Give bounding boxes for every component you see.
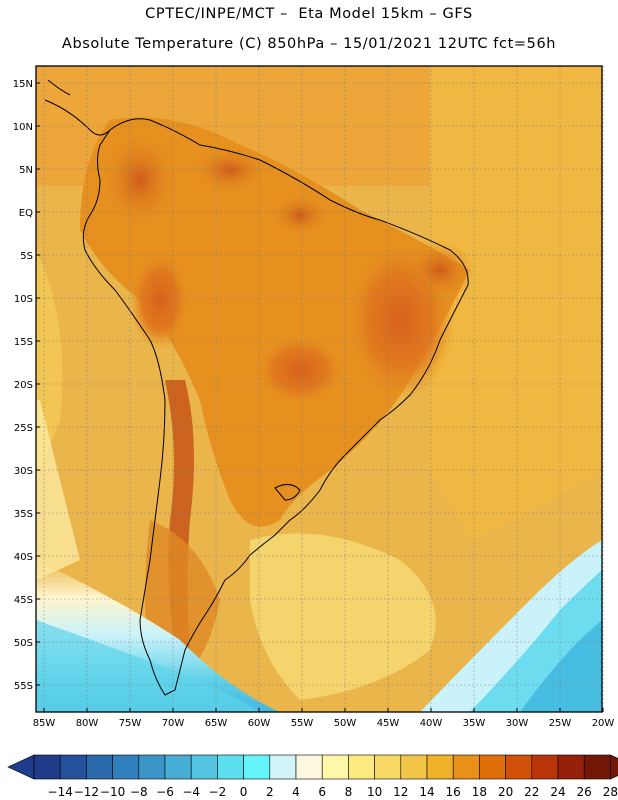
colorbar-swatch — [400, 754, 428, 780]
longitude-label: 85W — [33, 718, 56, 729]
map-title-line-1: CPTEC/INPE/MCT – Eta Model 15km – GFS — [145, 6, 473, 22]
colorbar-swatch — [531, 754, 559, 780]
latitude-label: 50S — [14, 638, 33, 649]
colorbar-label: 0 — [240, 785, 248, 799]
colorbar-label: 10 — [367, 785, 382, 799]
coastline — [44, 79, 469, 696]
colorbar-label: 22 — [524, 785, 539, 799]
latitude-label: EQ — [19, 208, 33, 219]
colorbar-label: −2 — [209, 785, 227, 799]
longitude-label: 40W — [420, 718, 443, 729]
colorbar-label: 14 — [419, 785, 434, 799]
longitude-label: 55W — [291, 718, 314, 729]
colorbar-swatch — [190, 754, 218, 780]
latitude-label: 10S — [14, 294, 33, 305]
longitude-label: 25W — [549, 718, 572, 729]
colorbar-label: 4 — [292, 785, 300, 799]
latitude-label: 10N — [13, 122, 33, 133]
colorbar-label: −8 — [130, 785, 148, 799]
colorbar-label: 6 — [318, 785, 326, 799]
colorbar-arrow-high — [610, 754, 618, 780]
colorbar-swatch — [321, 754, 349, 780]
colorbar-label: 24 — [550, 785, 565, 799]
colorbar-label: 2 — [266, 785, 274, 799]
colorbar-swatch — [348, 754, 375, 780]
longitude-label: 75W — [119, 718, 142, 729]
latitude-label: 35S — [14, 509, 33, 520]
colorbar-label: 28 — [603, 785, 618, 799]
colorbar-swatch — [164, 754, 192, 780]
colorbar-swatch — [583, 754, 611, 780]
colorbar-label: 26 — [577, 785, 592, 799]
colorbar-swatch — [243, 754, 271, 780]
colorbar-swatch — [59, 754, 87, 780]
latitude-labels: 15N 10N 5N EQ 5S 10S 15S 20S 25S 30S 35S 40S 45S 50S 5… — [13, 79, 40, 692]
map-frame — [35, 65, 603, 713]
latitude-label: 25S — [14, 423, 33, 434]
colorbar-arrow-low — [7, 754, 35, 780]
colorbar-label: −14 — [48, 785, 73, 799]
colorbar-swatch — [86, 754, 113, 780]
longitude-label: 45W — [377, 718, 400, 729]
colorbar-swatch — [269, 754, 297, 780]
longitude-label: 20W — [592, 718, 615, 729]
longitude-label: 70W — [162, 718, 185, 729]
latitude-label: 45S — [14, 595, 33, 606]
colorbar-swatch — [479, 754, 506, 780]
colorbar-label: 16 — [446, 785, 461, 799]
colorbar-swatch — [505, 754, 533, 780]
latitude-label: 5S — [20, 251, 33, 262]
map-title-line-2: Absolute Temperature (C) 850hPa – 15/01/… — [61, 36, 557, 52]
colorbar-label: −4 — [182, 785, 200, 799]
longitude-label: 30W — [506, 718, 529, 729]
temperature-colorbar: −14 −12 −10 −8 −6 −4 −2 0 2 4 6 8 10 12 14 16 18 20 22 24 26… — [7, 754, 618, 799]
colorbar-swatch — [217, 754, 244, 780]
latitude-label: 15N — [13, 79, 33, 90]
colorbar-swatch — [374, 754, 402, 780]
colorbar-swatch — [295, 754, 323, 780]
temperature-field — [36, 66, 602, 712]
colorbar-label: 18 — [472, 785, 487, 799]
colorbar-label: 12 — [393, 785, 408, 799]
colorbar-label: −6 — [156, 785, 174, 799]
colorbar-swatch — [138, 754, 166, 780]
longitude-label: 80W — [76, 718, 99, 729]
latitude-label: 20S — [14, 380, 33, 391]
longitude-label: 65W — [205, 718, 228, 729]
colorbar-label: −10 — [100, 785, 125, 799]
longitude-labels: 85W 80W 75W 70W 65W 60W 55W 50W 45W 40W 35W 30W 25W 2… — [33, 708, 615, 729]
colorbar-swatch — [112, 754, 140, 780]
latitude-label: 5N — [19, 165, 33, 176]
colorbar-swatch — [557, 754, 585, 780]
colorbar-swatch — [426, 754, 454, 780]
longitude-label: 60W — [248, 718, 271, 729]
longitude-label: 50W — [334, 718, 357, 729]
colorbar-label: 20 — [498, 785, 513, 799]
latitude-label: 40S — [14, 552, 33, 563]
latitude-label: 30S — [14, 466, 33, 477]
colorbar-label: −12 — [74, 785, 99, 799]
longitude-label: 35W — [463, 718, 486, 729]
latitude-label: 55S — [14, 681, 33, 692]
latitude-label: 15S — [14, 337, 33, 348]
colorbar-label: 8 — [345, 785, 353, 799]
colorbar-swatch — [452, 754, 480, 780]
colorbar-swatch — [33, 754, 61, 780]
